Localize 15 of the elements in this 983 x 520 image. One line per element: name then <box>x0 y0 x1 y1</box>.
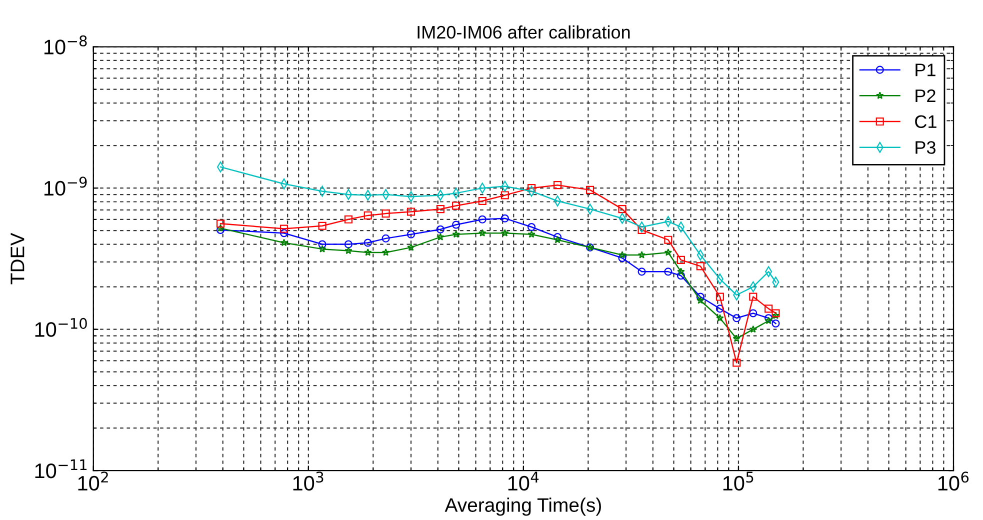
legend-label: P2 <box>916 89 936 102</box>
legend-label: C1 <box>915 115 936 128</box>
x-tick-label: 10$^{6}$ <box>938 472 969 491</box>
y-axis-title: TDEV <box>10 232 24 284</box>
x-tick-label: 10$^{5}$ <box>723 472 754 491</box>
chart-title: IM20-IM06 after calibration <box>418 25 630 39</box>
y-tick-label: 10$^{−8}$ <box>44 35 87 54</box>
y-tick-label: 10$^{−10}$ <box>35 318 87 337</box>
x-tick-label: 10$^{4}$ <box>508 472 539 491</box>
x-tick-label: 10$^{2}$ <box>78 472 108 491</box>
x-axis-title: Averaging Time(s) <box>444 498 601 516</box>
legend-label: P3 <box>916 141 936 154</box>
x-tick-label: 10$^{3}$ <box>293 472 324 491</box>
y-tick-label: 10$^{−9}$ <box>44 176 87 196</box>
legend-label: P1 <box>916 64 936 76</box>
